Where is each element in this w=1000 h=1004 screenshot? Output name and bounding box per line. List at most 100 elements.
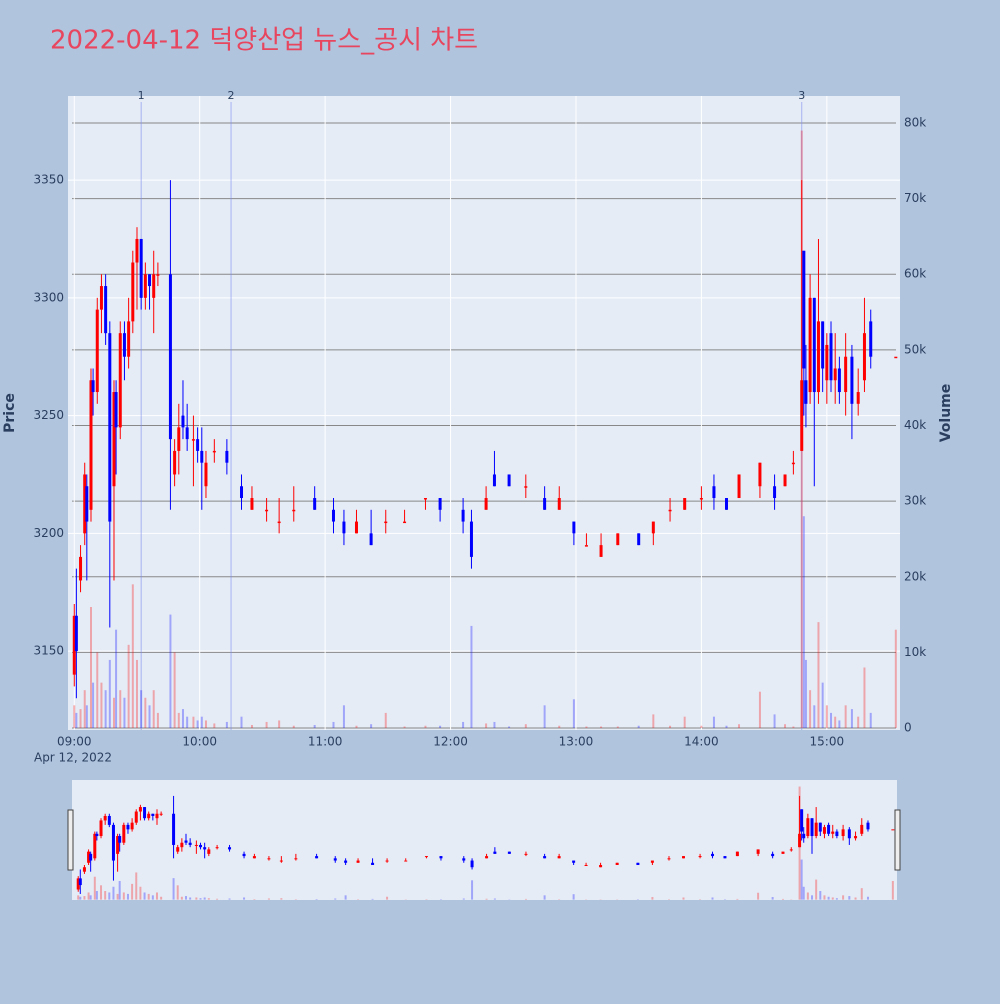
mini-volume-bar bbox=[112, 887, 114, 900]
volume-bar bbox=[174, 652, 176, 728]
volume-bar bbox=[713, 717, 715, 728]
mini-candle-body bbox=[599, 865, 602, 867]
y2-tick-label: 80k bbox=[904, 115, 926, 129]
mini-volume-bar bbox=[463, 898, 465, 899]
mini-candle-body bbox=[104, 816, 107, 820]
mini-candle-body bbox=[243, 854, 246, 856]
mini-volume-bar bbox=[832, 897, 834, 899]
candle-body bbox=[725, 498, 728, 510]
mini-volume-bar bbox=[185, 896, 187, 900]
mini-candle-body bbox=[682, 856, 685, 858]
candle-body bbox=[173, 451, 176, 475]
mini-volume-bar bbox=[819, 891, 821, 900]
mini-volume-bar bbox=[316, 899, 318, 900]
slider-handle[interactable] bbox=[895, 810, 900, 870]
mini-volume-bar bbox=[801, 860, 803, 900]
candle-body bbox=[470, 522, 473, 557]
candle-body bbox=[131, 263, 134, 322]
mini-candle-body bbox=[736, 852, 739, 856]
mini-volume-bar bbox=[131, 884, 133, 900]
volume-bar bbox=[857, 717, 859, 728]
mini-volume-bar bbox=[782, 899, 784, 900]
volume-bar bbox=[863, 668, 865, 729]
volume-bar bbox=[132, 584, 134, 728]
mini-candle-body bbox=[848, 829, 851, 838]
candle-body bbox=[127, 321, 130, 356]
candle-body bbox=[773, 486, 776, 498]
candle-body bbox=[204, 463, 207, 487]
mini-candle-body bbox=[493, 852, 496, 854]
volume-bar bbox=[870, 713, 872, 728]
candle-body bbox=[800, 380, 803, 451]
volume-bar bbox=[80, 709, 82, 728]
volume-bar bbox=[113, 698, 115, 728]
candle-body bbox=[332, 510, 335, 522]
volume-bar bbox=[700, 726, 702, 728]
mini-candle-body bbox=[228, 847, 231, 849]
volume-bar bbox=[838, 720, 840, 728]
mini-volume-bar bbox=[807, 892, 809, 899]
volume-bar bbox=[332, 722, 334, 728]
candle-body bbox=[825, 345, 828, 380]
mini-volume-bar bbox=[867, 897, 869, 900]
mini-volume-bar bbox=[651, 897, 653, 900]
candle-body bbox=[792, 463, 795, 465]
mini-candle-body bbox=[203, 847, 206, 849]
candle-body bbox=[683, 498, 686, 510]
candle-body bbox=[342, 522, 345, 534]
volume-bar bbox=[201, 717, 203, 728]
mini-volume-bar bbox=[486, 899, 488, 900]
mini-candle-body bbox=[160, 814, 163, 815]
slider-handle[interactable] bbox=[68, 810, 73, 870]
mini-candle-body bbox=[425, 856, 428, 857]
mini-candle-body bbox=[357, 861, 360, 863]
mini-candle-body bbox=[835, 832, 838, 836]
volume-bar bbox=[144, 698, 146, 728]
mini-candle-body bbox=[93, 834, 96, 859]
volume-bar bbox=[100, 683, 102, 728]
mini-volume-bar bbox=[90, 895, 92, 899]
candle-body bbox=[543, 498, 546, 510]
candle-body bbox=[712, 486, 715, 498]
mini-candle-body bbox=[524, 854, 527, 855]
mini-volume-bar bbox=[204, 897, 206, 899]
volume-bar bbox=[725, 726, 727, 728]
volume-bar bbox=[266, 722, 268, 728]
volume-bar bbox=[585, 726, 587, 728]
y-tick-label: 3250 bbox=[33, 408, 64, 422]
volume-bar bbox=[115, 630, 117, 728]
mini-candle-body bbox=[815, 823, 818, 836]
mini-candle-body bbox=[404, 861, 407, 862]
mini-volume-bar bbox=[160, 897, 162, 900]
candle-body bbox=[123, 333, 126, 357]
candle-body bbox=[804, 380, 807, 404]
candle-body bbox=[493, 474, 496, 486]
volume-bar bbox=[119, 690, 121, 728]
mini-volume-bar bbox=[345, 895, 347, 899]
y2-tick-label: 10k bbox=[904, 645, 926, 659]
volume-bar bbox=[293, 726, 295, 728]
mini-candle-body bbox=[667, 858, 670, 859]
volume-bar bbox=[462, 722, 464, 728]
mini-volume-bar bbox=[848, 896, 850, 900]
candle-body bbox=[669, 510, 672, 512]
mini-candle-body bbox=[371, 863, 374, 865]
mini-volume-bar bbox=[119, 881, 121, 900]
mini-volume-bar bbox=[135, 872, 137, 899]
candle-body bbox=[135, 239, 138, 263]
mini-volume-bar bbox=[117, 894, 119, 900]
candle-body bbox=[600, 545, 603, 557]
volume-bar bbox=[508, 726, 510, 728]
volume-bar bbox=[493, 722, 495, 728]
volume-bar bbox=[86, 705, 88, 728]
mini-volume-bar bbox=[181, 897, 183, 900]
mini-candle-body bbox=[344, 861, 347, 863]
mini-volume-bar bbox=[736, 899, 738, 900]
mini-candle-body bbox=[585, 865, 588, 866]
volume-bar bbox=[792, 726, 794, 728]
volume-bar bbox=[90, 607, 92, 728]
candle-body bbox=[355, 522, 358, 534]
mini-candle-body bbox=[143, 807, 146, 818]
volume-bar bbox=[600, 726, 602, 728]
candle-body bbox=[85, 486, 88, 521]
